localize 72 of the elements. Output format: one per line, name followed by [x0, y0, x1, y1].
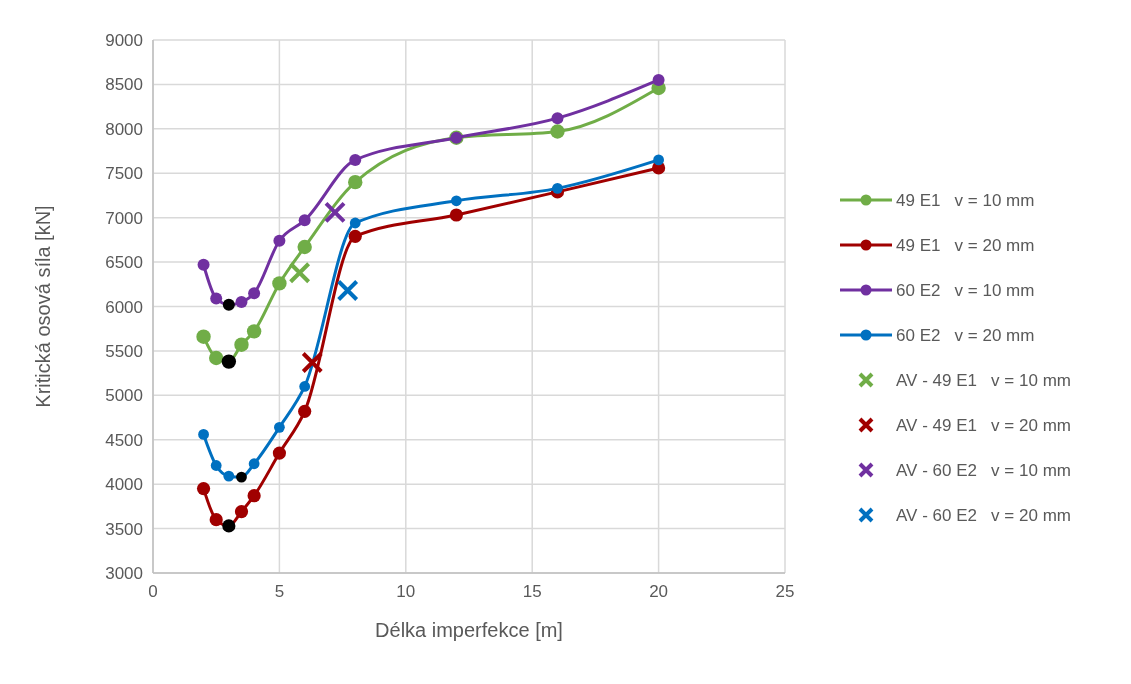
point — [349, 153, 362, 166]
point — [196, 482, 211, 496]
y-tick-label: 4000 — [105, 475, 143, 495]
point — [297, 239, 312, 255]
x-tick-label: 25 — [775, 582, 795, 601]
y-tick-label: 9000 — [105, 31, 143, 50]
point — [246, 324, 262, 339]
legend-label: AV - 49 E1 v = 20 mm — [896, 416, 1071, 435]
point — [235, 296, 248, 309]
x-tick-label: 20 — [649, 582, 669, 601]
point — [198, 429, 209, 440]
y-tick-label: 7000 — [105, 208, 143, 228]
point — [301, 351, 324, 374]
point — [324, 201, 347, 224]
point — [197, 258, 210, 271]
point — [272, 276, 287, 291]
point — [196, 329, 211, 344]
legend-label: AV - 60 E2 v = 10 mm — [896, 461, 1071, 480]
x-axis-title: Délka imperfekce [m] — [375, 619, 563, 641]
legend-label: 60 E2 v = 20 mm — [896, 326, 1035, 345]
point — [272, 446, 286, 460]
point — [299, 381, 311, 392]
point — [222, 519, 236, 533]
y-axis-title: Kritická osová síla [kN] — [32, 205, 54, 408]
point — [236, 471, 247, 483]
x-tick-label: 5 — [274, 582, 285, 601]
point — [209, 513, 223, 527]
point — [288, 261, 311, 284]
y-tick-label: 7500 — [105, 164, 143, 184]
legend-label: AV - 60 E2 v = 20 mm — [896, 506, 1071, 525]
y-tick-label: 5500 — [105, 341, 143, 361]
y-tick-label: 5000 — [105, 386, 143, 406]
legend-label: 49 E1 v = 10 mm — [896, 191, 1035, 210]
y-tick-label: 3500 — [105, 519, 143, 539]
point — [298, 214, 311, 227]
y-tick-label: 8000 — [105, 119, 143, 139]
point — [234, 505, 249, 519]
point — [298, 404, 312, 418]
y-tick-label: 6000 — [105, 297, 143, 317]
point — [336, 279, 359, 302]
point — [653, 154, 664, 166]
point — [209, 350, 224, 366]
y-tick-label: 8500 — [105, 75, 143, 95]
point — [449, 208, 463, 222]
point — [552, 182, 563, 194]
legend-label: 60 E2 v = 10 mm — [896, 281, 1035, 300]
point — [247, 489, 261, 503]
x-tick-label: 10 — [396, 582, 416, 601]
point — [210, 292, 223, 305]
y-tick-label: 6500 — [105, 253, 143, 273]
point — [348, 174, 363, 190]
x-tick-label: 15 — [522, 582, 542, 601]
point — [248, 458, 260, 470]
point — [550, 124, 565, 139]
point — [234, 337, 249, 352]
point — [348, 229, 362, 243]
legend-label: 49 E1 v = 20 mm — [896, 236, 1035, 255]
point — [551, 112, 564, 125]
point — [450, 195, 462, 207]
point — [273, 234, 286, 247]
y-tick-label: 3000 — [105, 564, 143, 583]
legend-label: AV - 49 E1 v = 10 mm — [896, 371, 1071, 390]
point — [274, 421, 285, 433]
point — [349, 217, 361, 229]
point — [222, 298, 235, 311]
point — [221, 354, 237, 369]
y-tick-label: 4500 — [105, 430, 143, 450]
x-tick-label: 0 — [148, 582, 158, 601]
point — [248, 287, 261, 300]
point — [210, 460, 222, 471]
point — [223, 470, 235, 482]
point — [652, 73, 665, 86]
